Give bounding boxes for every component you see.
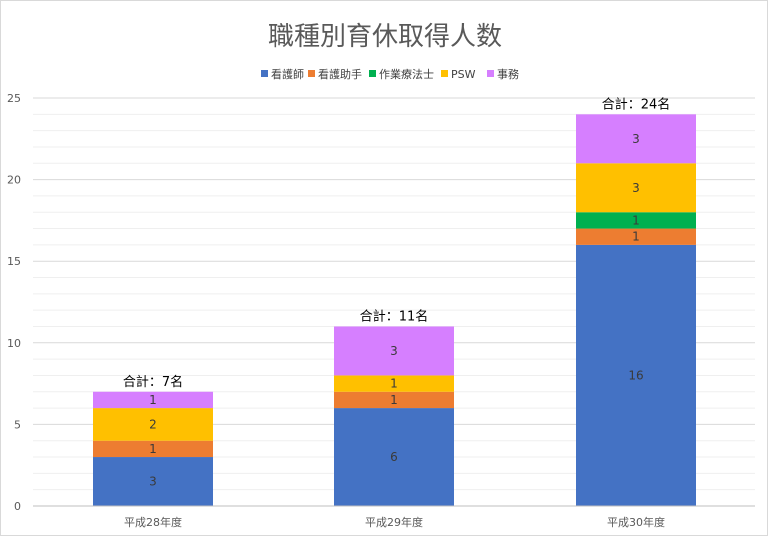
data-label: 1 bbox=[390, 393, 398, 407]
bar-segment bbox=[576, 163, 696, 213]
y-tick-label: 0 bbox=[14, 500, 21, 513]
legend: 看護師 看護助手 作業療法士 PSW 事務 bbox=[261, 67, 519, 81]
data-label: 1 bbox=[632, 230, 640, 244]
bar-segment bbox=[576, 228, 696, 245]
bar-segment bbox=[93, 391, 213, 409]
data-label: 2 bbox=[149, 417, 157, 431]
bar-segment bbox=[576, 244, 696, 506]
legend-label: PSW bbox=[451, 68, 476, 81]
y-tick-label: 20 bbox=[7, 174, 21, 187]
y-tick-label: 5 bbox=[14, 418, 21, 431]
data-label: 1 bbox=[149, 442, 157, 456]
data-label: 6 bbox=[390, 450, 398, 464]
bar-segment bbox=[93, 440, 213, 458]
legend-label: 事務 bbox=[497, 67, 519, 81]
bar-segment bbox=[93, 408, 213, 441]
legend-swatch bbox=[261, 70, 268, 77]
legend-label: 看護助手 bbox=[318, 67, 362, 81]
bar-total-label: 合計：24名 bbox=[602, 96, 671, 112]
legend-swatch bbox=[308, 70, 315, 77]
bar-segment bbox=[576, 114, 696, 164]
data-label: 3 bbox=[632, 132, 640, 146]
bar-segment bbox=[334, 408, 454, 506]
x-category-label: 平成29年度 bbox=[365, 515, 423, 529]
bar-total-label: 合計：7名 bbox=[123, 374, 183, 390]
data-label: 1 bbox=[149, 393, 157, 407]
bar-segment bbox=[334, 326, 454, 376]
data-label: 1 bbox=[632, 213, 640, 227]
bars: 3 1 2 1 合計：7名 6 1 1 3 合計：11名 16 1 1 3 3 合計：24名 bbox=[93, 96, 696, 506]
y-tick-label: 15 bbox=[7, 255, 21, 268]
y-axis: 0 5 10 15 20 25 bbox=[7, 92, 21, 513]
data-label: 3 bbox=[632, 181, 640, 195]
chart-title: 職種別育休取得人数 bbox=[268, 22, 502, 52]
legend-swatch bbox=[487, 70, 494, 77]
data-label: 16 bbox=[628, 368, 643, 382]
y-tick-label: 25 bbox=[7, 92, 21, 105]
legend-swatch bbox=[369, 70, 376, 77]
data-label: 3 bbox=[149, 475, 157, 489]
bar-segment bbox=[334, 375, 454, 392]
legend-swatch bbox=[441, 70, 448, 77]
x-category-label: 平成28年度 bbox=[124, 515, 182, 529]
y-tick-label: 10 bbox=[7, 337, 21, 350]
bar-segment bbox=[576, 212, 696, 229]
data-label: 1 bbox=[390, 377, 398, 391]
x-axis: 平成28年度 平成29年度 平成30年度 bbox=[33, 505, 755, 529]
data-label: 3 bbox=[390, 344, 398, 358]
bar-total-label: 合計：11名 bbox=[360, 308, 429, 324]
legend-label: 看護師 bbox=[271, 67, 304, 81]
legend-label: 作業療法士 bbox=[379, 67, 434, 81]
bar-segment bbox=[93, 457, 213, 506]
x-category-label: 平成30年度 bbox=[607, 515, 665, 529]
bar-segment bbox=[334, 391, 454, 409]
